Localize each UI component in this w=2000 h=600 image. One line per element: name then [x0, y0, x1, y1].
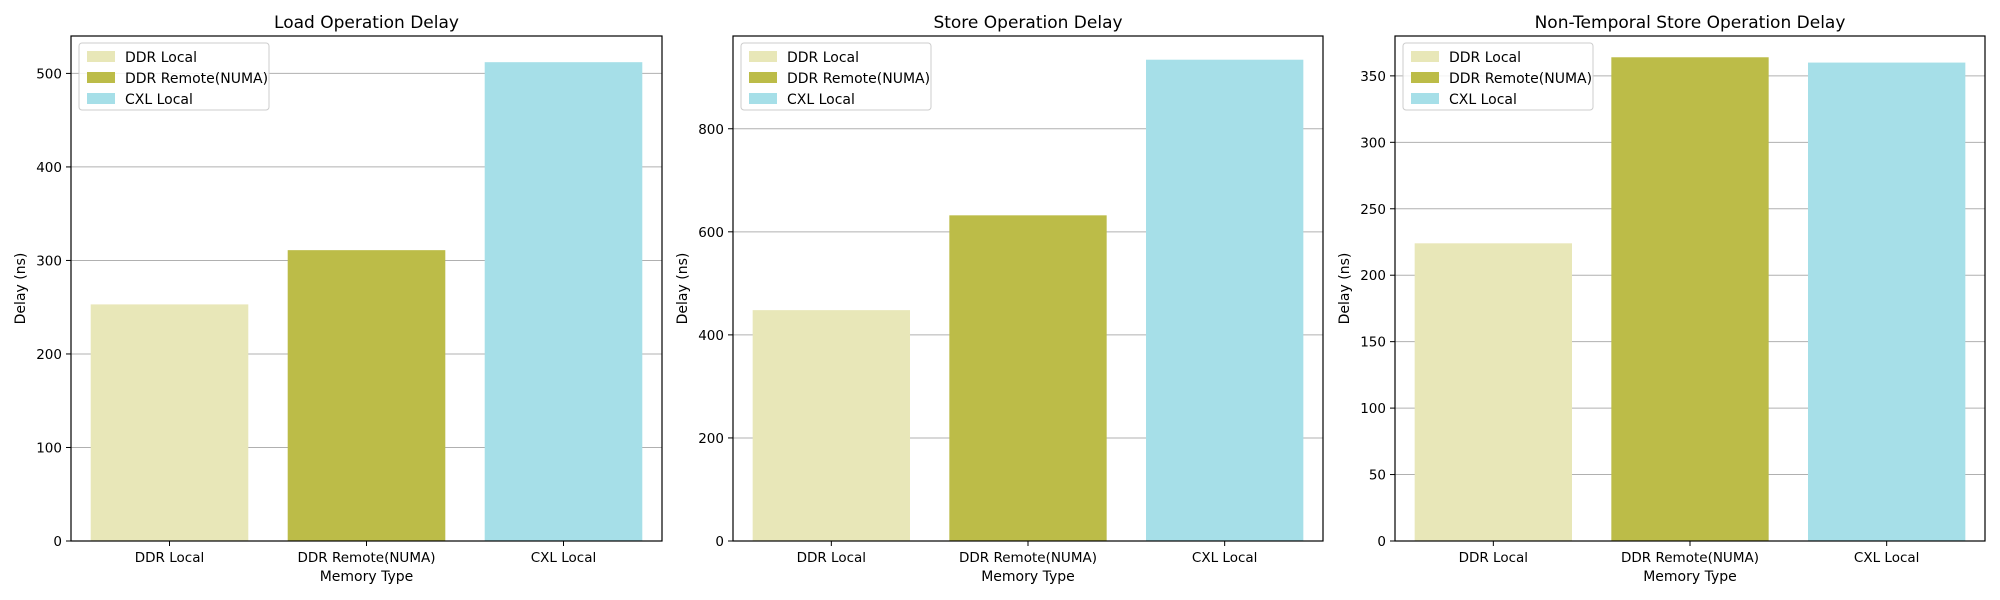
legend-swatch — [87, 51, 115, 62]
y-tick-label: 0 — [53, 534, 62, 550]
y-tick-label: 50 — [1369, 468, 1386, 484]
y-axis-label: Delay (ns) — [13, 253, 29, 325]
y-axis-label: Delay (ns) — [675, 253, 691, 325]
y-tick-label: 0 — [715, 534, 724, 550]
y-tick-label: 400 — [698, 328, 724, 344]
legend-box — [740, 42, 932, 111]
y-tick-label: 100 — [1360, 401, 1386, 417]
chart-panel-0: 0 100 200 300 400 500 DDR Local DDR Remote(NUMA… — [13, 13, 663, 585]
y-tick-label: 350 — [1360, 69, 1386, 85]
x-tick-label: DDR Local — [135, 550, 204, 566]
legend: DDR Local DDR Remote(NUMA) CXL Local — [78, 42, 270, 111]
chart-panel-2: 0 50 100 150 200 250 300 350 DDR Local DDR Remote… — [1337, 13, 1986, 585]
bar — [287, 250, 446, 541]
y-tick-label: 600 — [698, 225, 724, 241]
legend-label: DDR Remote(NUMA) — [125, 71, 268, 87]
y-tick-label: 500 — [36, 66, 62, 82]
x-axis-label: Memory Type — [1643, 569, 1737, 585]
legend: DDR Local DDR Remote(NUMA) CXL Local — [740, 42, 932, 111]
legend-swatch — [749, 51, 777, 62]
chart-panel-1: 0 200 400 600 800 DDR Local DDR Remote(NUMA) CX… — [675, 13, 1324, 585]
y-tick-label: 200 — [36, 347, 62, 363]
legend-swatch — [1411, 72, 1439, 83]
y-tick-label: 250 — [1360, 202, 1386, 218]
bar — [90, 304, 249, 541]
bar — [949, 215, 1107, 541]
bar — [1414, 243, 1572, 541]
y-tick-label: 800 — [698, 122, 724, 138]
y-tick-label: 200 — [698, 431, 724, 447]
bar — [1611, 57, 1769, 542]
chart-title: Load Operation Delay — [274, 13, 459, 33]
bar — [484, 62, 643, 542]
legend-box — [1402, 42, 1594, 111]
bar — [1808, 62, 1966, 541]
legend-swatch — [1411, 93, 1439, 104]
legend-swatch — [87, 93, 115, 104]
legend-swatch — [749, 72, 777, 83]
x-axis-label: Memory Type — [981, 569, 1075, 585]
legend-label: CXL Local — [1449, 92, 1517, 108]
x-tick-label: CXL Local — [1854, 550, 1919, 566]
legend-label: DDR Remote(NUMA) — [787, 71, 930, 87]
legend-label: DDR Local — [1449, 50, 1521, 66]
bar — [752, 310, 910, 541]
legend: DDR Local DDR Remote(NUMA) CXL Local — [1402, 42, 1594, 111]
x-tick-label: DDR Remote(NUMA) — [298, 550, 436, 566]
x-tick-label: CXL Local — [531, 550, 596, 566]
y-tick-label: 100 — [36, 440, 62, 456]
y-tick-label: 0 — [1377, 534, 1386, 550]
bar — [1146, 59, 1304, 542]
y-tick-label: 300 — [36, 253, 62, 269]
legend-swatch — [87, 72, 115, 83]
y-tick-label: 150 — [1360, 335, 1386, 351]
y-tick-label: 200 — [1360, 268, 1386, 284]
y-tick-label: 400 — [36, 160, 62, 176]
x-tick-label: DDR Remote(NUMA) — [959, 550, 1097, 566]
x-tick-label: CXL Local — [1192, 550, 1257, 566]
legend-label: DDR Remote(NUMA) — [1449, 71, 1592, 87]
y-tick-label: 300 — [1360, 135, 1386, 151]
chart-title: Non-Temporal Store Operation Delay — [1535, 13, 1846, 33]
legend-swatch — [749, 93, 777, 104]
x-tick-label: DDR Local — [1459, 550, 1528, 566]
x-tick-label: DDR Local — [797, 550, 866, 566]
x-axis-label: Memory Type — [320, 569, 414, 585]
legend-box — [78, 42, 270, 111]
legend-label: CXL Local — [787, 92, 855, 108]
legend-label: CXL Local — [125, 92, 193, 108]
legend-label: DDR Local — [787, 50, 859, 66]
x-tick-label: DDR Remote(NUMA) — [1621, 550, 1759, 566]
legend-swatch — [1411, 51, 1439, 62]
chart-title: Store Operation Delay — [933, 13, 1122, 33]
y-axis-label: Delay (ns) — [1337, 253, 1353, 325]
legend-label: DDR Local — [125, 50, 197, 66]
